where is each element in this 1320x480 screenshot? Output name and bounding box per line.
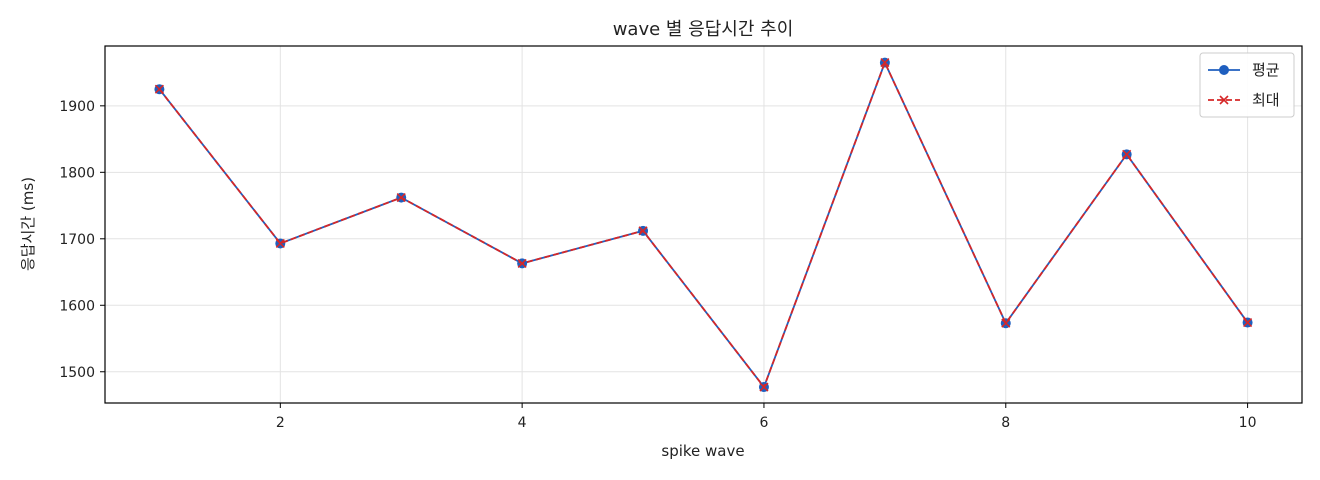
x-tick-label: 2: [276, 415, 285, 431]
x-marker-stroke: [880, 58, 890, 68]
series-2: [154, 58, 1253, 392]
data-point: [517, 258, 527, 268]
legend-label: 평균: [1252, 61, 1280, 79]
data-point: [275, 238, 285, 249]
legend-item: 최대: [1208, 91, 1280, 109]
data-point: [880, 58, 890, 68]
y-tick-label: 1900: [59, 99, 95, 115]
y-tick-label: 1500: [59, 365, 95, 381]
plot-area-frame: [104, 45, 1303, 404]
x-tick-label: 6: [759, 415, 768, 431]
series-1: [154, 57, 1253, 393]
y-tick-label: 1800: [59, 165, 95, 181]
x-marker-stroke: [1219, 95, 1229, 105]
y-tick-label: 1700: [59, 232, 95, 248]
x-marker-stroke: [517, 258, 527, 268]
legend-item: 평균: [1208, 61, 1280, 79]
legend-box: [1199, 52, 1295, 118]
data-point: [154, 84, 164, 94]
x-axis-ticks: 2 4 6 8 10: [276, 403, 1257, 431]
series-line: [158, 60, 1249, 389]
y-tick-label: 1600: [59, 298, 95, 314]
y-axis-label: 응답시간 (ms): [19, 177, 37, 271]
grid-lines: [105, 46, 1302, 403]
y-axis-ticks: 1500 1600 1700 1800 1900: [59, 99, 105, 381]
series-line: [158, 60, 1249, 389]
data-point: [1001, 318, 1011, 328]
legend-marker: [1219, 95, 1229, 105]
x-marker-stroke: [154, 84, 164, 94]
data-point: [396, 193, 406, 203]
x-marker-stroke: [1122, 149, 1132, 159]
legend-label: 최대: [1252, 91, 1280, 109]
data-point: [759, 382, 769, 392]
x-axis-label: spike wave: [661, 442, 744, 460]
x-tick-label: 10: [1239, 415, 1257, 431]
series-layer: [154, 57, 1253, 393]
x-tick-label: 4: [518, 415, 527, 431]
legend-marker: [1219, 65, 1229, 75]
x-tick-label: 8: [1001, 415, 1010, 431]
x-marker-stroke: [638, 226, 648, 236]
data-point: [638, 226, 648, 236]
chart-title: wave 별 응답시간 추이: [613, 19, 794, 40]
x-marker-stroke: [1243, 317, 1253, 328]
x-marker-stroke: [396, 193, 406, 203]
data-point: [1122, 149, 1132, 159]
x-marker-stroke: [1001, 318, 1011, 328]
x-marker-stroke: [759, 382, 769, 392]
x-marker-stroke: [275, 238, 285, 249]
data-point: [1243, 317, 1253, 328]
